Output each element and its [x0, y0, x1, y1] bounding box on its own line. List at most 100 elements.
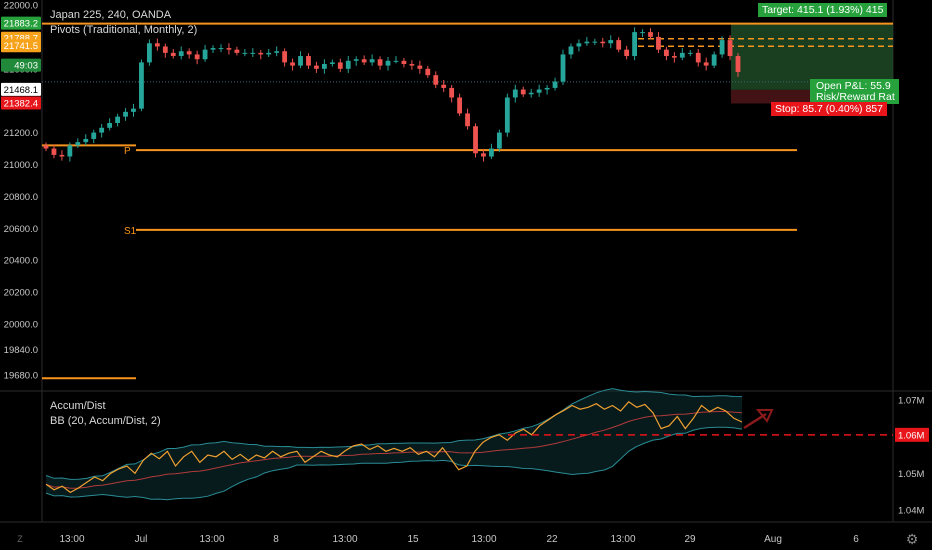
candle-body [496, 132, 502, 149]
candle-body [274, 51, 280, 53]
target-label[interactable]: Target: 415.1 (1.93%) 415 [758, 3, 888, 17]
time-tick-label: 29 [684, 534, 696, 545]
pivot-p-label: P [124, 146, 131, 157]
time-tick-label: 8 [273, 534, 279, 545]
candle-body [329, 62, 335, 65]
price-tick-label: 21000.0 [4, 160, 38, 171]
candle-body [671, 56, 677, 58]
time-tick-label: Jul [135, 534, 148, 545]
candle-body [624, 49, 630, 57]
bb-upper-band [45, 388, 743, 480]
open-pl-label[interactable]: Open P&L: 55.9 Risk/Reward Rat [810, 79, 899, 104]
candle-body [457, 97, 463, 114]
price-tick-label: 21200.0 [4, 128, 38, 139]
candle-body [544, 87, 550, 90]
candle-body [139, 62, 144, 109]
pivots-title: Pivots (Traditional, Monthly, 2) [50, 24, 198, 36]
candle-body [520, 89, 526, 95]
bb-lower-band [45, 426, 743, 501]
price-tick-label: 20600.0 [4, 224, 38, 235]
candle-body [679, 52, 685, 58]
candle-body [441, 84, 447, 88]
candle-body [91, 132, 97, 139]
symbol-title: Japan 225, 240, OANDA [50, 9, 172, 21]
candle-body [194, 54, 200, 60]
accum-dist-title: Accum/Dist [50, 400, 106, 412]
candle-body [115, 116, 120, 124]
candle-body [290, 62, 295, 66]
stop-label[interactable]: Stop: 85.7 (0.40%) 857 [771, 102, 887, 116]
candle-body [258, 52, 264, 55]
pivot-s1-label: S1 [124, 226, 137, 237]
main-legend: Japan 225, 240, OANDA Pivots (Traditiona… [50, 8, 197, 38]
time-tick-label: 13:00 [332, 534, 357, 545]
bb-fill [46, 388, 742, 500]
candle-body [449, 87, 455, 98]
candle-body [552, 81, 558, 88]
candle-body [353, 59, 359, 61]
candle-body [600, 41, 606, 44]
candle-body [632, 32, 637, 57]
price-tick-label: 20200.0 [4, 288, 38, 299]
price-tag [1, 96, 41, 110]
candle-body [321, 64, 327, 69]
candle-body [186, 51, 192, 55]
candle-body [170, 52, 176, 57]
time-tick-label: 13:00 [59, 534, 84, 545]
open-pl-text: Open P&L: 55.9 [816, 80, 891, 92]
candle-body [664, 49, 669, 57]
candle-body [401, 60, 407, 65]
indicator-tag-text: 1.06M [898, 430, 924, 441]
candle-body [695, 52, 701, 63]
price-tag [1, 39, 41, 53]
time-tick-label: 13:00 [199, 534, 224, 545]
price-tick-label: 19680.0 [4, 371, 38, 382]
candle-body [608, 40, 614, 44]
candle-body [616, 40, 622, 50]
candle-body [218, 48, 224, 50]
candle-body [584, 41, 590, 44]
candle-body [409, 64, 415, 66]
candle-body [131, 108, 136, 112]
price-tick-label: 20400.0 [4, 256, 38, 267]
indicator-legend: Accum/Dist BB (20, Accum/Dist, 2) [50, 399, 161, 429]
indicator-tag [895, 427, 929, 442]
zoom-icon: Z [17, 534, 23, 544]
candle-body [361, 59, 367, 63]
indicator-tick-label: 1.05M [898, 469, 924, 480]
time-tick-label: 22 [546, 534, 558, 545]
candle-body [250, 52, 256, 54]
candle-body [59, 154, 65, 157]
indicator-tick-label: 1.04M [898, 506, 924, 517]
candle-body [210, 48, 216, 50]
candle-body [162, 46, 168, 53]
risk-reward-text: Risk/Reward Rat [816, 91, 895, 103]
candle-body [377, 59, 383, 66]
price-tag-text: 21468.1 [4, 85, 38, 96]
candle-body [648, 32, 653, 37]
candle-body [337, 62, 343, 69]
candle-body [393, 60, 399, 62]
price-tag-text: 21741.5 [4, 41, 38, 52]
candle-body [314, 65, 319, 69]
price-tick-label: 22000.0 [4, 1, 38, 12]
price-tag-text: 21788.7 [4, 34, 38, 45]
candle-body [473, 126, 478, 154]
candle-body [560, 54, 566, 82]
candle-body [592, 41, 598, 43]
candle-body [234, 49, 240, 53]
candle-body [433, 75, 439, 85]
candle-body [147, 43, 152, 63]
candle-body [67, 145, 73, 157]
candle-body [425, 68, 431, 76]
candle-body [504, 97, 510, 133]
candle-body [154, 43, 160, 47]
time-tick-label: 15 [407, 534, 419, 545]
indicator-tick-label: 1.07M [898, 396, 924, 407]
candle-body [282, 51, 288, 63]
candle-body [417, 65, 423, 69]
time-tick-label: 13:00 [471, 534, 496, 545]
price-tick-label: 20000.0 [4, 319, 38, 330]
price-tag [1, 82, 41, 96]
